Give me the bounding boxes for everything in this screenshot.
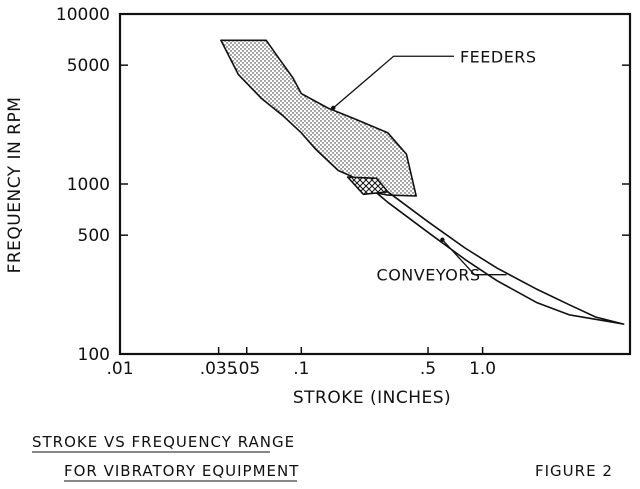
x-ticks: .01 .035.05 .1 .5 1.0: [106, 347, 496, 379]
x-tick-label: .1: [293, 359, 309, 379]
y-axis-title: FREQUENCY IN RPM: [5, 97, 25, 274]
annotation-conveyors-label: CONVEYORS: [377, 266, 481, 285]
series-overlap-band: [346, 176, 389, 196]
x-tick-label: .5: [420, 359, 436, 379]
y-tick-label: 10000: [56, 5, 110, 25]
caption-line-1: STROKE VS FREQUENCY RANGE: [32, 433, 295, 451]
y-ticks: 100 500 1000 5000 10000: [56, 5, 630, 365]
annotation-feeders-label: FEEDERS: [460, 47, 537, 66]
annotation-feeders-arrowhead: [331, 105, 336, 111]
series-layer: [220, 39, 625, 325]
annotation-feeders-leader: [332, 55, 454, 109]
x-axis-title: STROKE (INCHES): [293, 388, 451, 408]
x-tick-label: .01: [106, 359, 133, 379]
x-tick-label: .035: [200, 359, 238, 379]
series-feeders-band: [220, 39, 417, 197]
annotation-layer: FEEDERS CONVEYORS: [331, 47, 537, 285]
series-conveyors-band: [355, 177, 625, 325]
annotation-conveyors-leader: [441, 239, 507, 276]
y-tick-label: 5000: [67, 56, 110, 76]
figure-label: FIGURE 2: [535, 462, 613, 480]
x-tick-label: .05: [233, 359, 260, 379]
annotation-conveyors-arrowhead: [440, 237, 445, 242]
y-tick-label: 500: [78, 226, 110, 246]
x-tick-label: 1.0: [469, 359, 496, 379]
caption-line-2: FOR VIBRATORY EQUIPMENT: [64, 462, 299, 480]
y-tick-label: 1000: [67, 175, 110, 195]
y-tick-label: 100: [78, 345, 110, 365]
